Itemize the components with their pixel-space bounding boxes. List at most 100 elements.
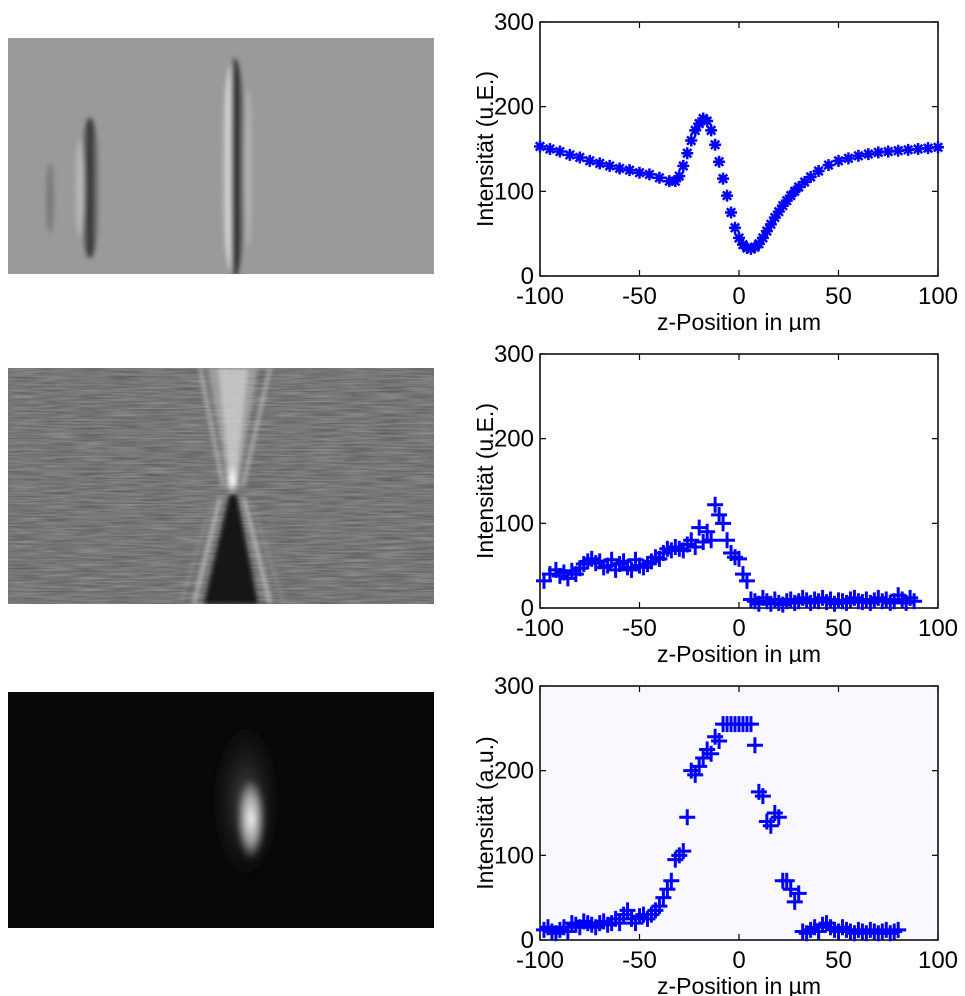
y-tick-label: 100 — [494, 510, 534, 537]
intensity-plot-1: -100 -50 0 50 100 0 100 200 300 z-Position in µm I… — [472, 9, 958, 332]
y-tick-label: 0 — [521, 263, 534, 290]
data-point — [653, 171, 666, 184]
x-tick-label: 100 — [918, 283, 958, 310]
y-tick-label: 200 — [494, 426, 534, 453]
data-point — [770, 809, 787, 826]
y-tick-label: 300 — [494, 673, 534, 700]
x-tick-label: -50 — [622, 947, 657, 974]
data-point — [882, 145, 895, 158]
x-tick-label: -100 — [516, 947, 564, 974]
data-point — [553, 145, 566, 158]
data-point — [744, 242, 757, 255]
data-series — [534, 112, 944, 255]
data-point — [701, 115, 714, 128]
data-point — [721, 189, 734, 202]
data-point — [563, 148, 576, 161]
data-point — [772, 205, 785, 218]
data-point — [689, 124, 702, 137]
data-point — [852, 149, 865, 162]
data-point — [862, 148, 875, 161]
data-point — [906, 593, 923, 610]
data-point — [812, 165, 825, 178]
x-tick-label: 0 — [732, 615, 745, 642]
data-point — [703, 532, 720, 549]
data-series — [535, 496, 923, 613]
y-tick-label: 0 — [521, 927, 534, 954]
x-axis-label: z-Position in µm — [657, 309, 821, 332]
x-tick-label: -100 — [516, 283, 564, 310]
x-tick-label: 50 — [825, 947, 852, 974]
data-point — [760, 225, 773, 238]
data-point — [643, 168, 656, 181]
data-point — [715, 515, 732, 532]
y-tick-label: 300 — [494, 341, 534, 368]
y-tick-label: 200 — [494, 94, 534, 121]
data-point — [613, 162, 626, 175]
data-point — [842, 152, 855, 165]
data-point — [762, 817, 779, 834]
dark-focus-image — [8, 692, 434, 928]
data-point — [912, 143, 925, 155]
y-axis-label: Intensität (u.E.) — [472, 403, 498, 559]
data-point — [703, 745, 720, 762]
data-point — [705, 124, 718, 137]
data-point — [768, 211, 781, 224]
data-point — [804, 170, 817, 183]
gray-interference-image — [8, 38, 434, 274]
data-series — [535, 716, 907, 942]
data-point — [675, 843, 692, 860]
x-tick-label: 100 — [918, 615, 958, 642]
data-point — [754, 788, 771, 805]
data-point — [798, 176, 811, 189]
data-point — [776, 199, 789, 212]
data-point — [729, 221, 742, 234]
data-point — [681, 147, 694, 160]
data-point — [633, 166, 646, 179]
data-point — [711, 733, 728, 750]
data-point — [709, 138, 722, 151]
data-point — [677, 159, 690, 172]
data-point — [651, 898, 668, 915]
y-axis-label: Intensität (a.u.) — [472, 736, 498, 889]
data-point — [619, 902, 636, 919]
data-point — [685, 134, 698, 147]
data-point — [687, 766, 704, 783]
data-point — [731, 550, 747, 567]
data-point — [752, 237, 765, 250]
data-point — [691, 758, 708, 775]
data-point — [713, 155, 726, 168]
data-point — [611, 915, 628, 932]
data-point — [603, 159, 616, 172]
data-point — [786, 893, 803, 910]
data-point — [717, 172, 730, 185]
data-point — [792, 181, 805, 194]
intensity-plot-3: -100 -50 0 50 100 0 100 200 300 z-Position in µm I… — [472, 673, 958, 996]
noisy-streaked-image — [8, 368, 434, 604]
data-point — [699, 523, 716, 540]
x-tick-label: 0 — [732, 947, 745, 974]
x-tick-label: -50 — [622, 615, 657, 642]
x-tick-label: 50 — [825, 283, 852, 310]
data-point — [738, 572, 755, 589]
data-point — [593, 157, 606, 170]
x-tick-label: 0 — [732, 283, 745, 310]
data-point — [573, 151, 586, 164]
data-point — [719, 532, 736, 549]
data-point — [890, 921, 907, 938]
x-tick-label: 50 — [825, 615, 852, 642]
data-point — [742, 716, 759, 733]
data-point — [756, 231, 769, 244]
data-point — [669, 175, 682, 188]
data-point — [583, 154, 596, 167]
x-axis-label: z-Position in µm — [657, 973, 821, 996]
data-point — [711, 506, 728, 523]
data-point — [679, 809, 696, 826]
data-point — [892, 144, 905, 157]
y-axis-label: Intensität (u.E.) — [472, 71, 498, 227]
data-point — [832, 154, 845, 167]
intensity-plot-2: -100 -50 0 50 100 0 100 200 300 z-Position in µm I… — [472, 341, 958, 664]
data-point — [707, 496, 724, 513]
data-point — [695, 533, 712, 550]
y-tick-label: 100 — [494, 178, 534, 205]
x-axis-label: z-Position in µm — [657, 641, 821, 664]
